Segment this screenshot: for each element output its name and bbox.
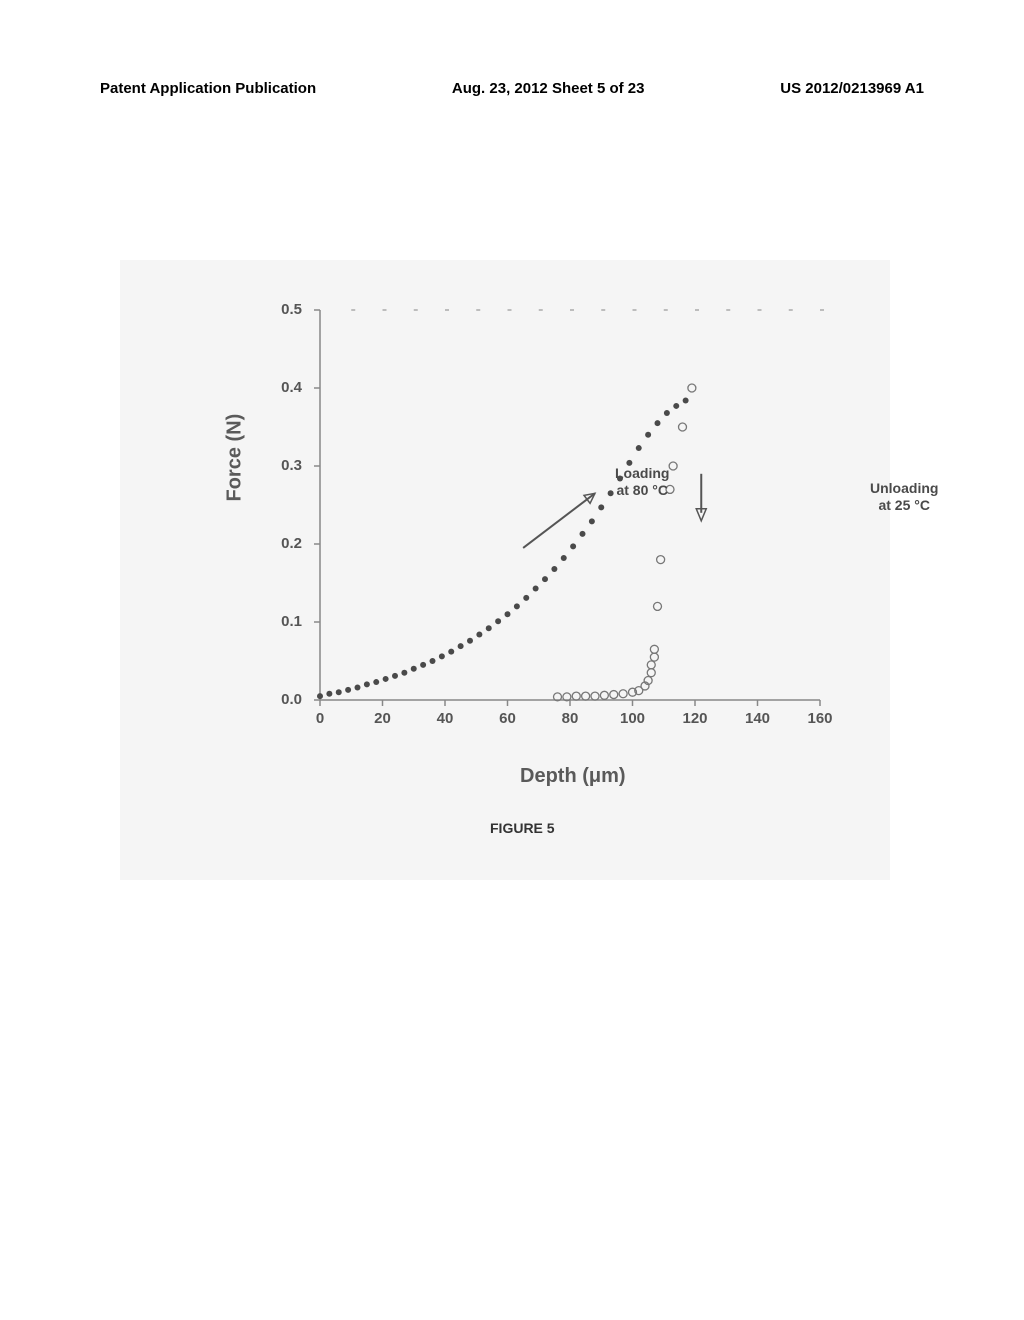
header-right: US 2012/0213969 A1 bbox=[780, 80, 924, 97]
y-tick-label: 0.5 bbox=[262, 301, 302, 318]
y-tick-label: 0.2 bbox=[262, 535, 302, 552]
header-left: Patent Application Publication bbox=[100, 80, 316, 97]
y-tick-label: 0.4 bbox=[262, 379, 302, 396]
figure-container: Force (N) Depth (μm) Loading at 80 °C Un… bbox=[120, 260, 890, 880]
loading-annotation: Loading at 80 °C bbox=[615, 465, 669, 499]
y-tick-label: 0.1 bbox=[262, 613, 302, 630]
y-tick-label: 0.0 bbox=[262, 691, 302, 708]
page-header: Patent Application Publication Aug. 23, … bbox=[100, 80, 924, 97]
header-center: Aug. 23, 2012 Sheet 5 of 23 bbox=[452, 80, 645, 97]
y-axis-label: Force (N) bbox=[224, 414, 247, 502]
x-tick-label: 140 bbox=[743, 710, 773, 727]
x-tick-label: 80 bbox=[555, 710, 585, 727]
figure-caption: FIGURE 5 bbox=[490, 820, 555, 836]
x-tick-label: 40 bbox=[430, 710, 460, 727]
x-tick-label: 0 bbox=[305, 710, 335, 727]
chart-svg bbox=[310, 300, 830, 730]
unloading-annotation: Unloading at 25 °C bbox=[870, 480, 938, 514]
x-tick-label: 100 bbox=[618, 710, 648, 727]
x-tick-label: 20 bbox=[368, 710, 398, 727]
x-tick-label: 120 bbox=[680, 710, 710, 727]
chart-plot-area: Loading at 80 °C Unloading at 25 °C bbox=[310, 300, 830, 730]
x-tick-label: 60 bbox=[493, 710, 523, 727]
y-tick-label: 0.3 bbox=[262, 457, 302, 474]
x-tick-label: 160 bbox=[805, 710, 835, 727]
x-axis-label: Depth (μm) bbox=[520, 765, 626, 788]
